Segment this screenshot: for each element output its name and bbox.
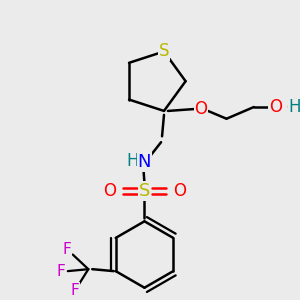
Text: N: N [138,153,151,171]
Text: O: O [195,100,208,118]
Text: F: F [62,242,71,257]
Text: O: O [173,182,186,200]
Text: H: H [289,98,300,116]
Text: O: O [269,98,282,116]
Text: O: O [103,182,116,200]
Text: S: S [159,43,169,61]
Text: -: - [286,98,292,113]
Text: H: H [127,152,139,170]
Text: F: F [57,264,65,279]
Text: S: S [139,182,150,200]
Text: F: F [70,283,79,298]
